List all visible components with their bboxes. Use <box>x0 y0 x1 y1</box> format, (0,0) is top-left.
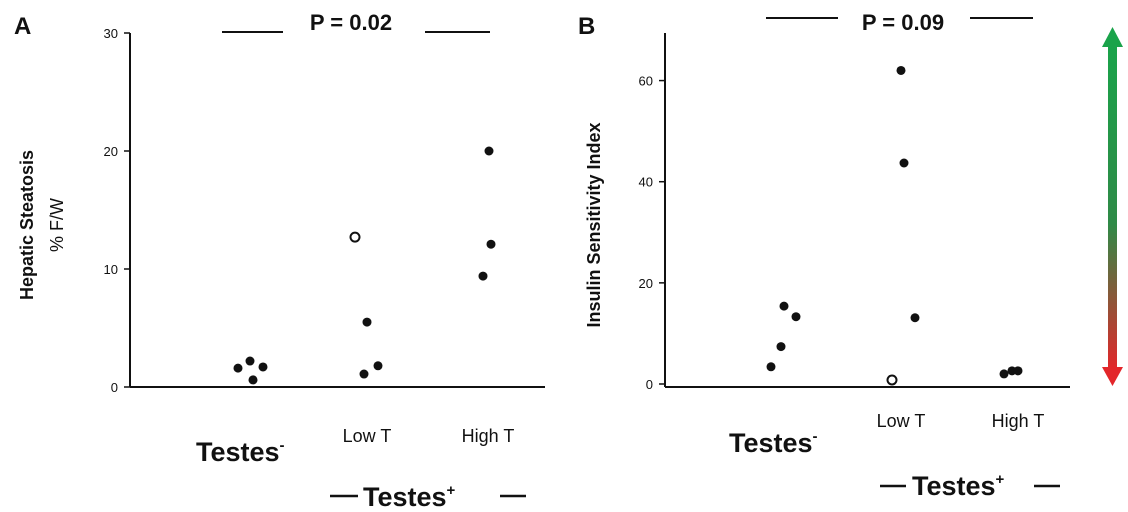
panel-a-data-point <box>233 363 243 373</box>
panel-b-tick-label: 60 <box>639 74 653 89</box>
panel-b-tick-label: 0 <box>646 377 653 392</box>
panel-b-y-ticks: 0 20 40 60 <box>639 74 665 392</box>
panel-b-data-point <box>776 342 786 352</box>
panel-b-significance-bar: P = 0.09 <box>766 10 1033 35</box>
panel-a-data-point <box>248 375 258 385</box>
panel-a-data-point <box>484 146 494 156</box>
panel-a-category-high-t: High T <box>462 426 515 446</box>
panel-a-y-ticks: 0 10 20 30 <box>104 26 130 395</box>
panel-b-points <box>766 65 1023 386</box>
panel-b-data-point-open <box>886 374 898 386</box>
panel-a-testes-pos: Testes+ <box>363 482 456 512</box>
panel-b-data-point <box>791 312 801 322</box>
gradient-double-arrow <box>1102 27 1123 386</box>
panel-a-ylabel-line1: Hepatic Steatosis <box>17 150 37 300</box>
panel-b-data-point <box>766 362 776 372</box>
panel-a-data-point <box>486 239 496 249</box>
panel-a-data-point-open <box>349 231 361 243</box>
panel-b-category-low-t: Low T <box>877 411 926 431</box>
panel-a-y-axis-title: Hepatic Steatosis % F/W <box>17 150 67 300</box>
panel-b-category-testes-neg: Testes- <box>729 428 818 458</box>
panel-a-category-low-t: Low T <box>343 426 392 446</box>
panel-b-testes-pos: Testes+ <box>912 471 1005 501</box>
panel-a-data-point <box>359 369 369 379</box>
panel-b-data-point <box>779 301 789 311</box>
panel-a-data-point <box>245 356 255 366</box>
panel-b-data-point <box>896 65 906 75</box>
panel-a-tick-label: 10 <box>104 262 118 277</box>
panel-a-data-point <box>478 271 488 281</box>
panel-b-letter: B <box>578 13 595 40</box>
panel-a-p-value: P = 0.02 <box>310 10 392 35</box>
panel-b-tick-label: 40 <box>639 175 653 190</box>
arrow-head-up-icon <box>1102 27 1123 47</box>
panel-a-data-point <box>362 317 372 327</box>
panel-a: A 0 10 20 30 Hepatic Steatosis % F/W P = 0.… <box>14 10 545 512</box>
panel-b: B 0 20 40 60 Insulin Sensitivity Index P = … <box>578 10 1070 501</box>
panel-b-p-value: P = 0.09 <box>862 10 944 35</box>
arrow-head-down-icon <box>1102 367 1123 386</box>
gradient-arrow-shaft <box>1108 45 1117 370</box>
panel-b-data-point <box>1013 366 1023 376</box>
panel-a-tick-label: 20 <box>104 144 118 159</box>
panel-a-significance-bar: P = 0.02 <box>222 10 490 35</box>
panel-b-ylabel: Insulin Sensitivity Index <box>584 122 604 327</box>
panel-a-category-testes-neg: Testes- <box>196 437 285 467</box>
panel-b-data-point <box>910 313 920 323</box>
panel-a-points <box>233 146 496 385</box>
panel-a-letter: A <box>14 13 31 40</box>
panel-b-category-high-t: High T <box>992 411 1045 431</box>
panel-a-tick-label: 30 <box>104 26 118 41</box>
panel-a-tick-label: 0 <box>111 380 118 395</box>
panel-a-data-point <box>258 362 268 372</box>
panel-a-data-point <box>373 361 383 371</box>
panel-b-testes-pos-group-label: Testes+ <box>880 471 1060 501</box>
panel-a-ylabel-line2: % F/W <box>47 198 67 252</box>
panel-a-testes-pos-group-label: Testes+ <box>330 482 526 512</box>
panel-b-tick-label: 20 <box>639 276 653 291</box>
panel-b-data-point <box>899 158 909 168</box>
panel-b-data-point <box>999 369 1009 379</box>
